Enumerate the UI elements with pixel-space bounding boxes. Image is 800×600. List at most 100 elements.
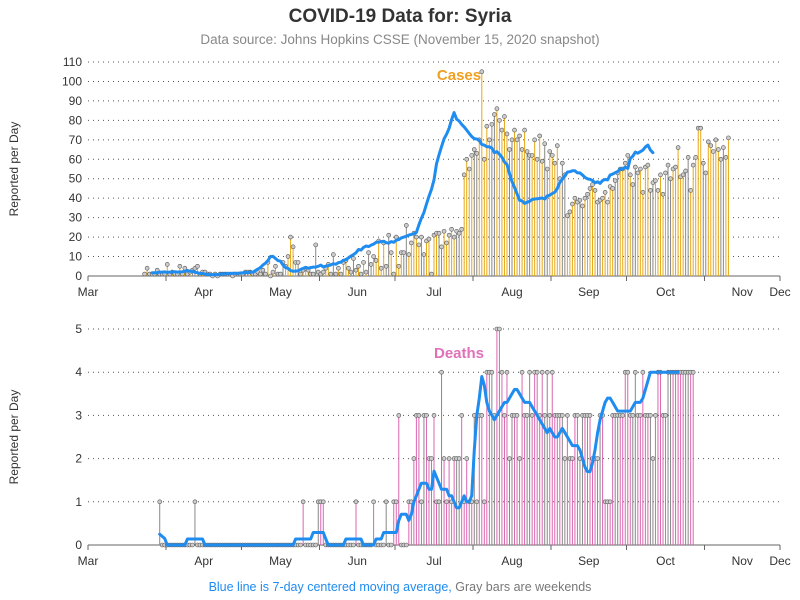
cases-point [703, 170, 709, 176]
cases-point [514, 137, 520, 143]
cases-point [509, 137, 515, 143]
cases-point [346, 265, 351, 271]
deaths-y-tick-label: 3 [75, 408, 82, 422]
cases-point [638, 166, 643, 172]
cases-point [429, 271, 434, 277]
cases-y-axis-label: Reported per Day [7, 122, 21, 217]
cases-point [653, 178, 658, 183]
deaths-point [565, 413, 570, 418]
cases-point [675, 145, 681, 150]
cases-point [497, 118, 502, 123]
deaths-point [431, 413, 437, 418]
cases-point [464, 156, 470, 162]
cases-point [587, 186, 593, 191]
cases-point [456, 230, 462, 236]
cases-point [361, 260, 366, 265]
cases-point [640, 190, 646, 195]
cases-x-tick-label: May [269, 285, 292, 299]
cases-point [195, 263, 200, 269]
cases-point [673, 164, 678, 170]
cases-point [532, 137, 537, 143]
cases-x-tick-label: Oct [656, 285, 675, 299]
deaths-point [499, 369, 505, 375]
cases-point [313, 242, 319, 248]
deaths-point [313, 542, 319, 548]
deaths-x-tick-label: Mar [78, 554, 99, 568]
cases-point [378, 265, 384, 271]
cases-point [298, 271, 303, 277]
deaths-point [436, 499, 442, 505]
cases-point [683, 168, 688, 174]
cases-point [366, 250, 371, 255]
cases-y-tick-label: 100 [62, 74, 82, 88]
cases-x-tick-label: Nov [732, 285, 753, 299]
cases-point [439, 244, 444, 250]
cases-point [371, 254, 376, 259]
cases-point [338, 271, 344, 277]
deaths-point [542, 413, 548, 418]
cases-point [368, 262, 374, 267]
deaths-point [560, 413, 565, 418]
deaths-point [459, 413, 464, 418]
cases-point [517, 133, 522, 139]
deaths-point [517, 456, 522, 461]
cases-y-tick-label: 50 [69, 172, 83, 186]
cases-y-tick-label: 40 [69, 191, 83, 205]
deaths-point [371, 499, 376, 505]
cases-point [660, 191, 666, 197]
cases-point [698, 125, 704, 131]
cases-point [446, 232, 452, 238]
deaths-moving-average-line [158, 370, 680, 547]
deaths-point [633, 369, 638, 375]
cases-point [685, 155, 691, 160]
deaths-point [404, 542, 409, 548]
cases-point [310, 271, 316, 277]
cases-y-tick-label: 10 [69, 250, 83, 264]
deaths-point [416, 413, 422, 418]
deaths-x-tick-label: Apr [194, 554, 213, 568]
cases-point [273, 263, 278, 269]
cases-point [489, 121, 495, 127]
cases-y-tick-label: 60 [69, 152, 83, 166]
cases-point [592, 188, 598, 193]
cases-point [348, 269, 354, 275]
cases-point [268, 273, 273, 279]
cases-y-tick-label: 30 [69, 211, 83, 225]
deaths-point [524, 413, 530, 418]
deaths-point [192, 499, 198, 505]
cases-point [580, 203, 585, 209]
cases-point [549, 153, 555, 158]
cases-point [630, 182, 636, 187]
cases-point [295, 260, 301, 265]
deaths-point [570, 456, 575, 461]
deaths-point [474, 499, 480, 505]
cases-point [529, 153, 535, 158]
deaths-point [383, 499, 389, 505]
cases-point [449, 227, 454, 232]
cases-point [539, 158, 545, 164]
cases-point [567, 209, 573, 215]
cases-point [258, 271, 263, 277]
deaths-point [519, 369, 525, 375]
cases-point [426, 236, 432, 242]
cases-point [494, 106, 500, 111]
deaths-x-tick-label: May [269, 554, 292, 568]
deaths-point [534, 369, 540, 375]
footnote: Blue line is 7-day centered moving avera… [0, 580, 800, 594]
cases-point [635, 170, 641, 176]
cases-point [270, 269, 276, 275]
deaths-x-tick-label: Dec [769, 554, 790, 568]
cases-point [363, 269, 369, 275]
cases-point [391, 271, 397, 277]
cases-point [479, 69, 485, 75]
cases-point [358, 271, 364, 277]
cases-y-tick-label: 90 [69, 94, 83, 108]
deaths-point [464, 456, 470, 461]
footnote-moving-average: Blue line is 7-day centered moving avera… [208, 580, 452, 594]
cases-y-tick-label: 80 [69, 113, 83, 127]
deaths-point [529, 413, 535, 418]
cases-point [658, 172, 663, 178]
cases-point [459, 227, 464, 232]
cases-point [610, 186, 615, 191]
deaths-y-tick-label: 0 [75, 538, 82, 552]
